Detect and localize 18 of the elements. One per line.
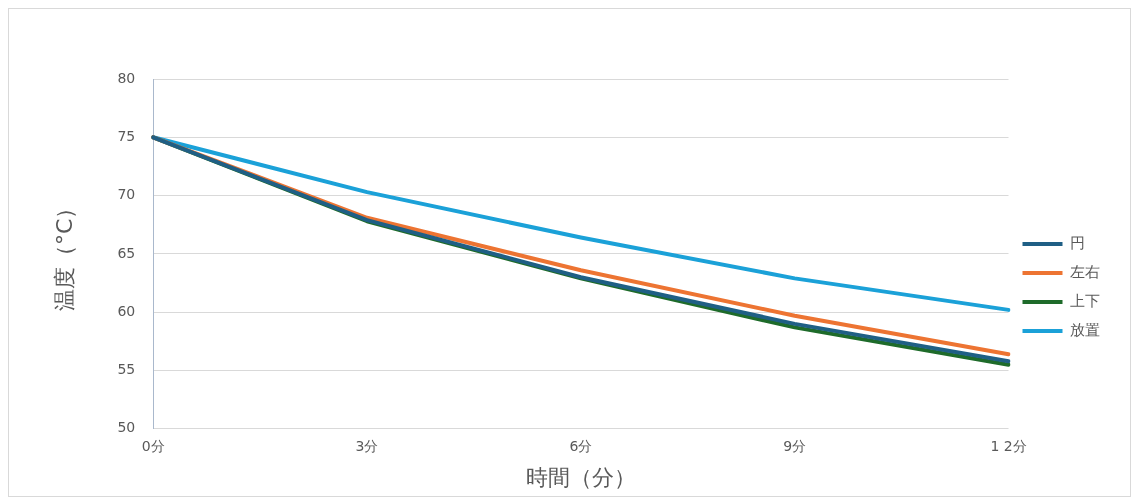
legend-label: 左右 — [1070, 262, 1100, 281]
y-tick-label: 70 — [117, 186, 136, 203]
y-axis-title: 温度（°C） — [51, 196, 77, 312]
y-tick-label: 50 — [117, 419, 136, 436]
y-tick-label: 60 — [117, 302, 136, 319]
legend-label: 上下 — [1070, 291, 1100, 310]
y-tick-label: 65 — [117, 244, 136, 261]
x-tick-label: 9分 — [783, 437, 807, 454]
legend-label: 放置 — [1070, 320, 1100, 339]
y-tick-label: 80 — [117, 69, 136, 86]
x-tick-label: 3分 — [355, 437, 379, 454]
y-tick-label: 55 — [117, 361, 136, 378]
x-tick-label: 1 2分 — [990, 437, 1027, 454]
y-tick-label: 75 — [117, 127, 136, 144]
x-axis-title: 時間（分） — [525, 464, 636, 490]
x-tick-label: 0分 — [141, 437, 165, 454]
x-tick-label: 6分 — [569, 437, 593, 454]
legend-label: 円 — [1070, 233, 1085, 252]
